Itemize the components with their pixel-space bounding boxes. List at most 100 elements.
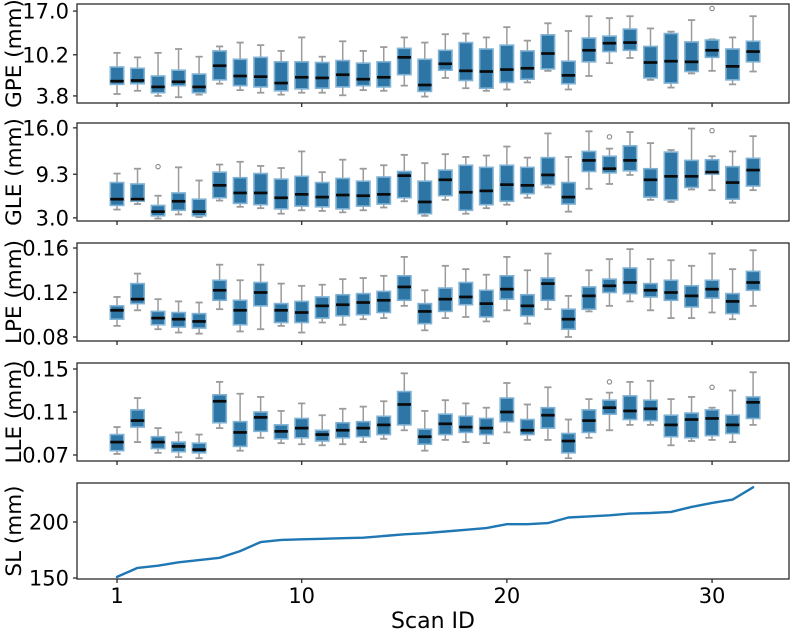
iqr-box — [150, 75, 166, 94]
box-scan-16 — [417, 289, 433, 332]
box-scan-17 — [437, 33, 453, 79]
box-scan-22 — [540, 386, 556, 441]
box-scan-24 — [581, 269, 597, 313]
box-scan-23 — [560, 294, 576, 338]
iqr-box — [314, 181, 330, 208]
iqr-box — [314, 296, 330, 319]
iqr-box — [499, 44, 515, 84]
box-scan-8 — [253, 263, 269, 331]
iqr-box — [499, 164, 515, 203]
iqr-box — [130, 282, 146, 305]
box-scan-6 — [212, 263, 228, 311]
iqr-box — [212, 394, 228, 424]
box-scan-21 — [519, 269, 535, 325]
iqr-box — [273, 178, 289, 210]
iqr-box — [109, 305, 125, 320]
iqr-box — [314, 61, 330, 90]
y-tick-label: 200 — [29, 510, 69, 534]
box-scan-13 — [355, 277, 371, 321]
iqr-box — [478, 48, 494, 90]
box-scan-22 — [540, 132, 556, 189]
box-scan-20 — [499, 26, 515, 91]
y-axis-label: SL (mm) — [2, 485, 27, 576]
iqr-box — [396, 390, 412, 426]
box-scan-29 — [684, 396, 700, 442]
box-scan-3 — [150, 298, 166, 331]
box-scan-6 — [212, 45, 228, 85]
iqr-box — [171, 69, 187, 87]
iqr-box — [540, 34, 556, 70]
y-tick-label: 9.3 — [36, 163, 69, 187]
iqr-box — [684, 159, 700, 189]
iqr-box — [560, 60, 576, 85]
x-axis-label: Scan ID — [391, 609, 475, 634]
iqr-box — [273, 302, 289, 324]
box-scan-9 — [273, 167, 289, 215]
box-scan-25 — [601, 17, 617, 65]
iqr-box — [745, 157, 761, 187]
box-scan-28 — [663, 149, 679, 203]
y-tick-label: 0.12 — [22, 281, 69, 305]
box-scan-31 — [725, 36, 741, 86]
box-scan-3 — [150, 194, 166, 220]
box-scan-31 — [725, 389, 741, 443]
iqr-box — [191, 198, 207, 217]
axes-frame — [76, 482, 790, 580]
x-tick-label: 20 — [494, 584, 521, 608]
box-scan-1 — [109, 172, 125, 211]
iqr-box — [642, 399, 658, 422]
box-scan-17 — [437, 153, 453, 201]
box-scan-2 — [130, 397, 146, 443]
box-scan-17 — [437, 399, 453, 441]
iqr-box — [622, 267, 638, 295]
box-scan-26 — [622, 248, 638, 303]
box-scan-5 — [191, 301, 207, 335]
box-scan-26 — [622, 381, 638, 426]
iqr-box — [458, 164, 474, 212]
box-scan-1 — [109, 51, 125, 95]
box-scan-11 — [314, 171, 330, 212]
y-tick-label: 3.8 — [36, 84, 69, 108]
iqr-box — [273, 61, 289, 92]
iqr-box — [355, 292, 371, 316]
box-scan-3 — [150, 51, 166, 97]
box-scan-26 — [622, 131, 638, 176]
box-scan-1 — [109, 426, 125, 455]
y-tick-label: 150 — [29, 566, 69, 590]
box-scan-13 — [355, 50, 371, 92]
outlier-point — [606, 379, 613, 385]
box-scan-21 — [519, 39, 535, 84]
y-tick-label: 16.0 — [22, 116, 69, 140]
iqr-box — [253, 281, 269, 307]
iqr-box — [540, 277, 556, 302]
iqr-box — [499, 397, 515, 423]
iqr-box — [294, 175, 310, 207]
box-scan-15 — [396, 36, 412, 87]
box-scan-3 — [150, 427, 166, 454]
iqr-box — [437, 169, 453, 197]
iqr-box — [232, 299, 248, 326]
iqr-box — [458, 281, 474, 306]
box-scan-32 — [745, 135, 761, 192]
box-scan-23 — [560, 156, 576, 213]
box-scan-12 — [335, 40, 351, 97]
iqr-box — [253, 411, 269, 433]
iqr-box — [458, 41, 474, 82]
box-scan-30 — [704, 252, 720, 314]
iqr-box — [109, 181, 125, 207]
box-scan-24 — [581, 130, 597, 190]
x-tick-label: 10 — [288, 584, 315, 608]
y-tick-label: 0.11 — [22, 401, 69, 425]
iqr-box — [622, 395, 638, 421]
iqr-box — [396, 170, 412, 199]
y-axis-label: LLE (mm) — [2, 360, 27, 463]
y-tick-label: 0.08 — [22, 325, 69, 349]
iqr-box — [684, 412, 700, 439]
box-scan-17 — [437, 264, 453, 319]
iqr-box — [253, 172, 269, 206]
iqr-box — [745, 396, 761, 420]
box-scan-32 — [745, 249, 761, 307]
